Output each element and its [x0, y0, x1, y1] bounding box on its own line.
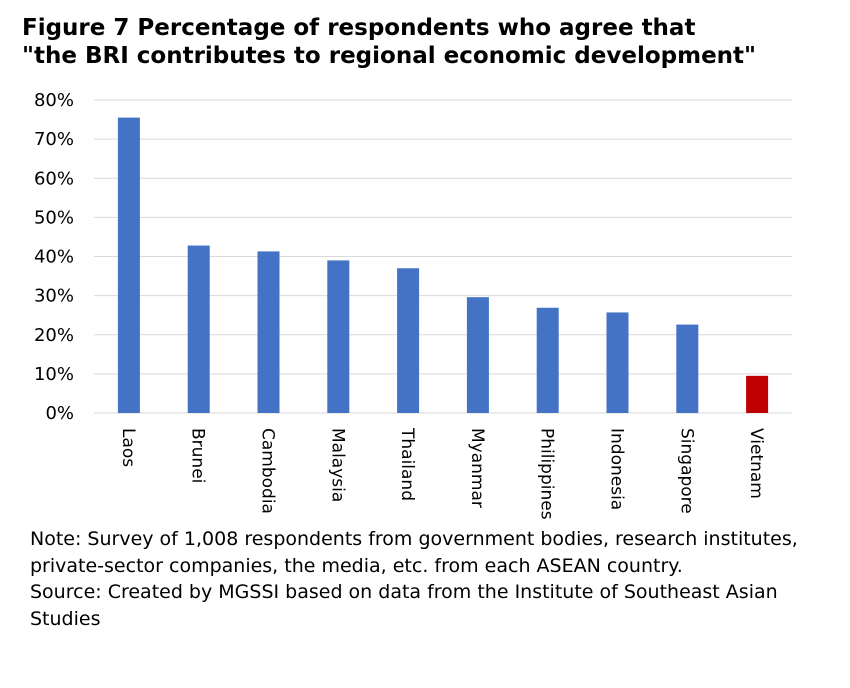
y-tick-label: 60% — [34, 168, 74, 189]
gridlines — [94, 99, 792, 414]
chart-title-line-2: "the BRI contributes to regional economi… — [22, 43, 757, 69]
y-tick-label: 20% — [34, 325, 74, 346]
y-tick-label: 30% — [34, 286, 74, 307]
bar-vietnam — [746, 375, 769, 413]
bars — [117, 117, 769, 413]
y-tick-label: 70% — [34, 129, 74, 150]
bar-malaysia — [327, 260, 350, 413]
bar-brunei — [187, 245, 210, 413]
bar-thailand — [397, 268, 420, 413]
bar-singapore — [676, 324, 699, 413]
x-category-label: Malaysia — [327, 428, 347, 502]
x-axis-category-labels: Laos Brunei Cambodia Malaysia Thailand Myanma… — [118, 427, 766, 520]
bar-cambodia — [257, 251, 280, 413]
y-axis-tick-labels: 0% 10% 20% 30% 40% 50% 60% 70% 80% — [34, 90, 74, 424]
y-tick-label: 0% — [45, 403, 74, 424]
x-category-label: Brunei — [188, 428, 208, 483]
x-category-label: Myanmar — [467, 428, 487, 508]
x-category-label: Cambodia — [258, 428, 278, 514]
x-category-label: Indonesia — [607, 428, 627, 510]
y-tick-label: 40% — [34, 247, 74, 268]
chart-title: Figure 7 Percentage of respondents who a… — [22, 14, 832, 70]
bar-philippines — [536, 307, 559, 413]
x-category-label: Vietnam — [746, 428, 766, 499]
bar-myanmar — [466, 297, 489, 413]
chart-title-line-1: Figure 7 Percentage of respondents who a… — [22, 15, 696, 41]
y-tick-label: 50% — [34, 207, 74, 228]
x-category-label: Philippines — [537, 428, 557, 520]
bar-indonesia — [606, 312, 629, 413]
x-category-label: Laos — [118, 428, 138, 467]
x-category-label: Thailand — [397, 427, 417, 501]
figure-notes: Note: Survey of 1,008 respondents from g… — [30, 526, 830, 632]
source-text: Source: Created by MGSSI based on data f… — [30, 581, 778, 630]
y-tick-label: 80% — [34, 90, 74, 111]
bar-laos — [117, 117, 140, 413]
x-category-label: Singapore — [676, 428, 696, 514]
y-tick-label: 10% — [34, 364, 74, 385]
note-text: Note: Survey of 1,008 respondents from g… — [30, 528, 798, 577]
bar-chart: 0% 10% 20% 30% 40% 50% 60% 70% 80% Laos Brunei Cam… — [34, 90, 792, 520]
